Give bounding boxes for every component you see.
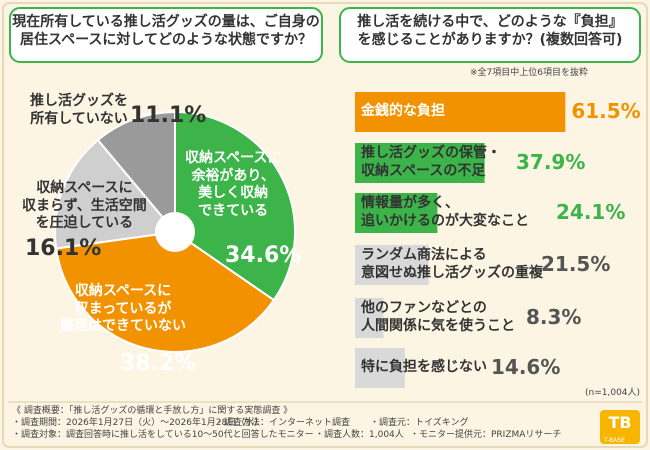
title-box: [9, 7, 323, 63]
logo-text: T-BASE: [604, 437, 625, 444]
value-label: 8.3%: [526, 305, 582, 329]
category-label: 金銭的な負担: [361, 103, 445, 119]
chart-title: 推し活を続ける中で、どのような『負担』 を感じることがありますか？(複数回答可): [357, 14, 623, 48]
pie-slice: [55, 230, 276, 353]
chart-title: 現在所有している推し活グッズの量は、ご自身の 居住スペースに対してどのような状態…: [12, 14, 320, 48]
logo: [600, 410, 640, 444]
footer: 《 調査概要：「推し活グッズの循環と手放し方」に関する実態調査 》: [12, 406, 293, 416]
footer: ・調査方法：インターネット調査: [215, 418, 351, 428]
value-label: 21.5%: [541, 252, 611, 276]
value-label: 14.6%: [491, 355, 561, 379]
bar: [355, 245, 429, 285]
footer: ・調査元：トイズキング: [370, 418, 469, 428]
bar: [355, 348, 405, 388]
bar: [355, 143, 485, 183]
value-label: 11.1%: [130, 103, 207, 128]
category-label: 推し活グッズの保管・ 収納スペースの不足: [361, 145, 501, 179]
bar: [355, 298, 384, 338]
value-label: 34.6%: [225, 243, 302, 268]
bar: [355, 92, 566, 132]
slice-label: 収納スペースに 収まっているが 整理はできていない: [60, 283, 186, 334]
sample-size: (n=1,004人): [585, 388, 641, 398]
category-label: 他のファンなどとの 人間関係に気を使うこと: [361, 300, 515, 334]
pie-slice: [96, 110, 176, 235]
slice-label: 推し活グッズを 所有していない: [30, 93, 128, 127]
pie-slice: [174, 110, 296, 302]
value-label: 16.1%: [25, 236, 102, 261]
category-label: ランダム商法による 意図せぬ推し活グッズの重複: [361, 247, 543, 281]
slice-label: 収納スペースに 余裕があり、 美しく収納 できている: [185, 150, 282, 219]
value-label: 37.9%: [516, 150, 586, 174]
footer: ・調査期間：2026年1月27日（火）～2026年1月28日（水）: [12, 418, 264, 428]
category-label: 情報量が多く、 追いかけるのが大変なこと: [361, 195, 529, 229]
value-label: 61.5%: [571, 99, 641, 123]
footer: ・調査対象：調査回答時に推し活をしている10～50代と回答したモニター: [12, 430, 314, 440]
value-label: 24.1%: [556, 200, 626, 224]
footer: ・調査人数：1,004人: [315, 430, 404, 440]
pie-hole: [155, 212, 195, 252]
logo-mark: TB: [608, 413, 631, 432]
slice-label: 収納スペースに 収まらず、生活空間 を圧迫している: [22, 180, 147, 231]
category-label: 特に負担を感じない: [361, 359, 487, 375]
note: ※全7項目中上位6項目を抜粋: [470, 68, 588, 78]
value-label: 38.2%: [120, 351, 197, 376]
footer: ・モニター提供元：PRIZMAリサーチ: [410, 430, 562, 440]
bar: [355, 193, 438, 233]
title-box: [339, 7, 641, 63]
pie-slice: [54, 138, 177, 250]
